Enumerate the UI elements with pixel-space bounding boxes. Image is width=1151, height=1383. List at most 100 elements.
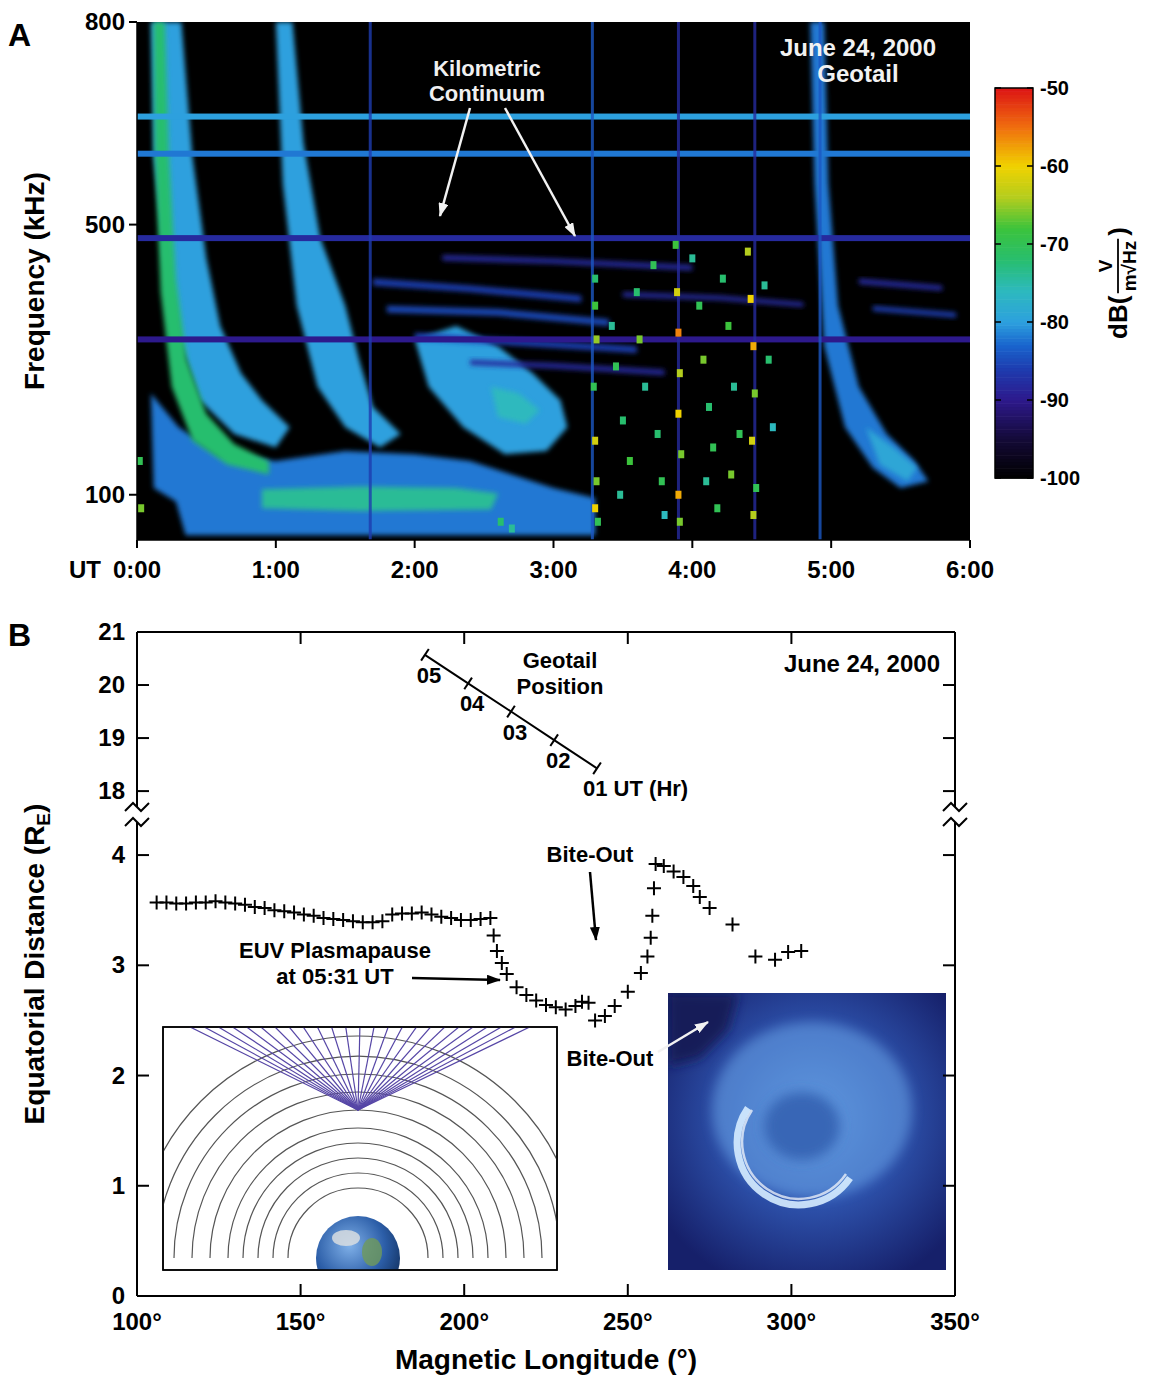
euv-airglow-crescent [737,1108,850,1205]
burst [591,383,597,391]
euv-earth-shadow [764,1092,840,1160]
x-tick [463,1284,465,1296]
plus-marker [487,929,501,943]
plus-marker [159,895,173,909]
interference-band [137,336,970,342]
geotail-hour-label: 05 [417,663,441,688]
burst [752,389,758,397]
title: June 24, 2000 [780,34,936,61]
geotail-hour-tick [464,678,472,690]
burst [753,484,759,492]
ray-path [300,1027,358,1110]
plus-marker [248,900,262,914]
inset-label: Bite-Out [567,1046,654,1071]
plus-marker [434,910,448,924]
annotation-line: Kilometric [433,56,541,81]
y-tick-label: 21 [98,618,125,645]
inset-frame-line [163,1027,557,1270]
geotail-title-line: Position [517,674,604,699]
ray-path [210,1027,358,1110]
axis-break [943,803,967,811]
y-tick [129,21,137,23]
plus-marker [297,908,311,922]
plus-marker [267,903,281,917]
colorbar-tick [995,477,1001,479]
burst [706,403,712,411]
plus-marker [768,953,782,967]
colorbar-tick-label: -80 [1040,311,1069,333]
burst [674,288,680,296]
x-tick [136,1284,138,1296]
y-tick [137,854,149,856]
x-tick-label: 150° [276,1308,326,1335]
geotail-title: GeotailPosition [517,648,604,699]
y-tick-label: 19 [98,724,125,751]
plus-marker [483,911,497,925]
y-tick-label: 20 [98,671,125,698]
burst [750,511,756,519]
vertical-spike [677,22,680,540]
y-tick-label: 4 [112,841,126,868]
burst [762,281,768,289]
y-tick [943,631,955,633]
ray-path [358,1027,360,1110]
euv-airglow-crescent-core [742,1110,846,1199]
colorbar-tick [995,321,1001,323]
interference-band [137,114,970,120]
y-tick [943,790,955,792]
frame-top [137,631,955,633]
plot-background [137,22,970,540]
colorbar: -50-60-70-80-90-100 [995,77,1080,489]
plus-marker [179,897,193,911]
field-line [243,1143,473,1258]
inset-euv-image [668,993,946,1270]
colorbar-frame [995,88,1033,478]
x-tick-label: 3:00 [529,556,577,583]
x-tick [691,540,693,548]
plus-marker [794,944,808,958]
y-tick-label: 800 [85,8,125,35]
burst [662,511,668,519]
ray-path [345,1027,358,1110]
annotation: at 05:31 UT [276,964,394,989]
ray-path [195,1027,358,1110]
annotation: Bite-Out [547,842,634,867]
burst [748,295,754,303]
burst [642,383,648,391]
x-tick [275,540,277,548]
y-tick-label: 1 [112,1172,125,1199]
frame-side [954,822,956,1296]
plus-marker [209,894,223,908]
burst [595,518,601,526]
x-tick [969,540,971,548]
plus-marker [559,1002,573,1016]
burst [720,275,726,283]
colorbar-label-inner: dB(Vm√Hz) [1095,227,1140,339]
y-tick [137,1075,149,1077]
x-tick [463,632,465,644]
y-tick [943,964,955,966]
annotation: EUV Plasmapause [239,938,431,963]
emission [387,306,609,326]
title: June 24, 2000 [784,650,940,677]
burst [728,470,734,478]
y-tick [943,1075,955,1077]
plus-marker [415,905,429,919]
plus-marker [346,914,360,928]
burst [655,430,661,438]
subtitle: Geotail [817,60,898,87]
burst [594,335,600,343]
x-axis-title: Magnetic Longitude (°) [395,1344,697,1375]
x-tick-label: 100° [112,1308,162,1335]
annotation-arrow [505,108,575,236]
plus-marker [686,879,700,893]
burst [689,254,695,262]
vertical-spike [753,22,756,540]
annotation-arrow [412,978,500,980]
colorbar-label-suffix: ) [1103,227,1133,236]
plus-marker [366,915,380,929]
burst [714,504,720,512]
colorbar-label: dB(Vm√Hz) [1095,227,1140,339]
ray-path [180,1027,358,1110]
frame-side [136,632,138,807]
